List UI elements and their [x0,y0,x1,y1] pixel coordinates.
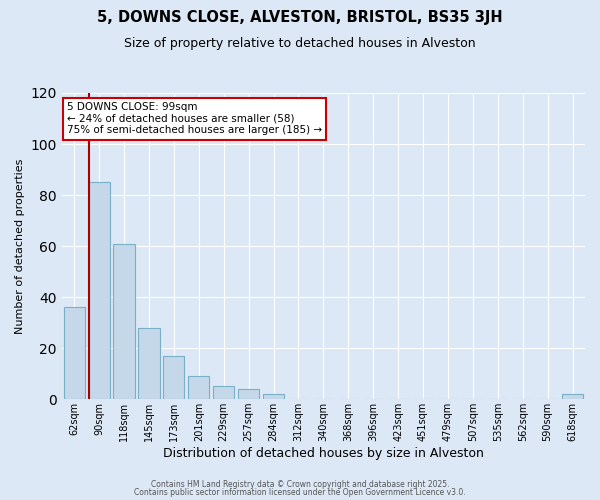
Bar [238,389,259,399]
Text: Contains HM Land Registry data © Crown copyright and database right 2025.: Contains HM Land Registry data © Crown c… [151,480,449,489]
Text: Size of property relative to detached houses in Alveston: Size of property relative to detached ho… [124,38,476,51]
Bar [188,376,209,399]
Text: 5 DOWNS CLOSE: 99sqm
← 24% of detached houses are smaller (58)
75% of semi-detac: 5 DOWNS CLOSE: 99sqm ← 24% of detached h… [67,102,322,136]
Bar [89,182,110,399]
Bar [64,308,85,399]
Bar [163,356,184,399]
X-axis label: Distribution of detached houses by size in Alveston: Distribution of detached houses by size … [163,447,484,460]
Bar [213,386,235,399]
Text: Contains public sector information licensed under the Open Government Licence v3: Contains public sector information licen… [134,488,466,497]
Text: 5, DOWNS CLOSE, ALVESTON, BRISTOL, BS35 3JH: 5, DOWNS CLOSE, ALVESTON, BRISTOL, BS35 … [97,10,503,25]
Bar [263,394,284,399]
Bar [113,244,134,399]
Bar [562,394,583,399]
Bar [139,328,160,399]
Y-axis label: Number of detached properties: Number of detached properties [15,158,25,334]
